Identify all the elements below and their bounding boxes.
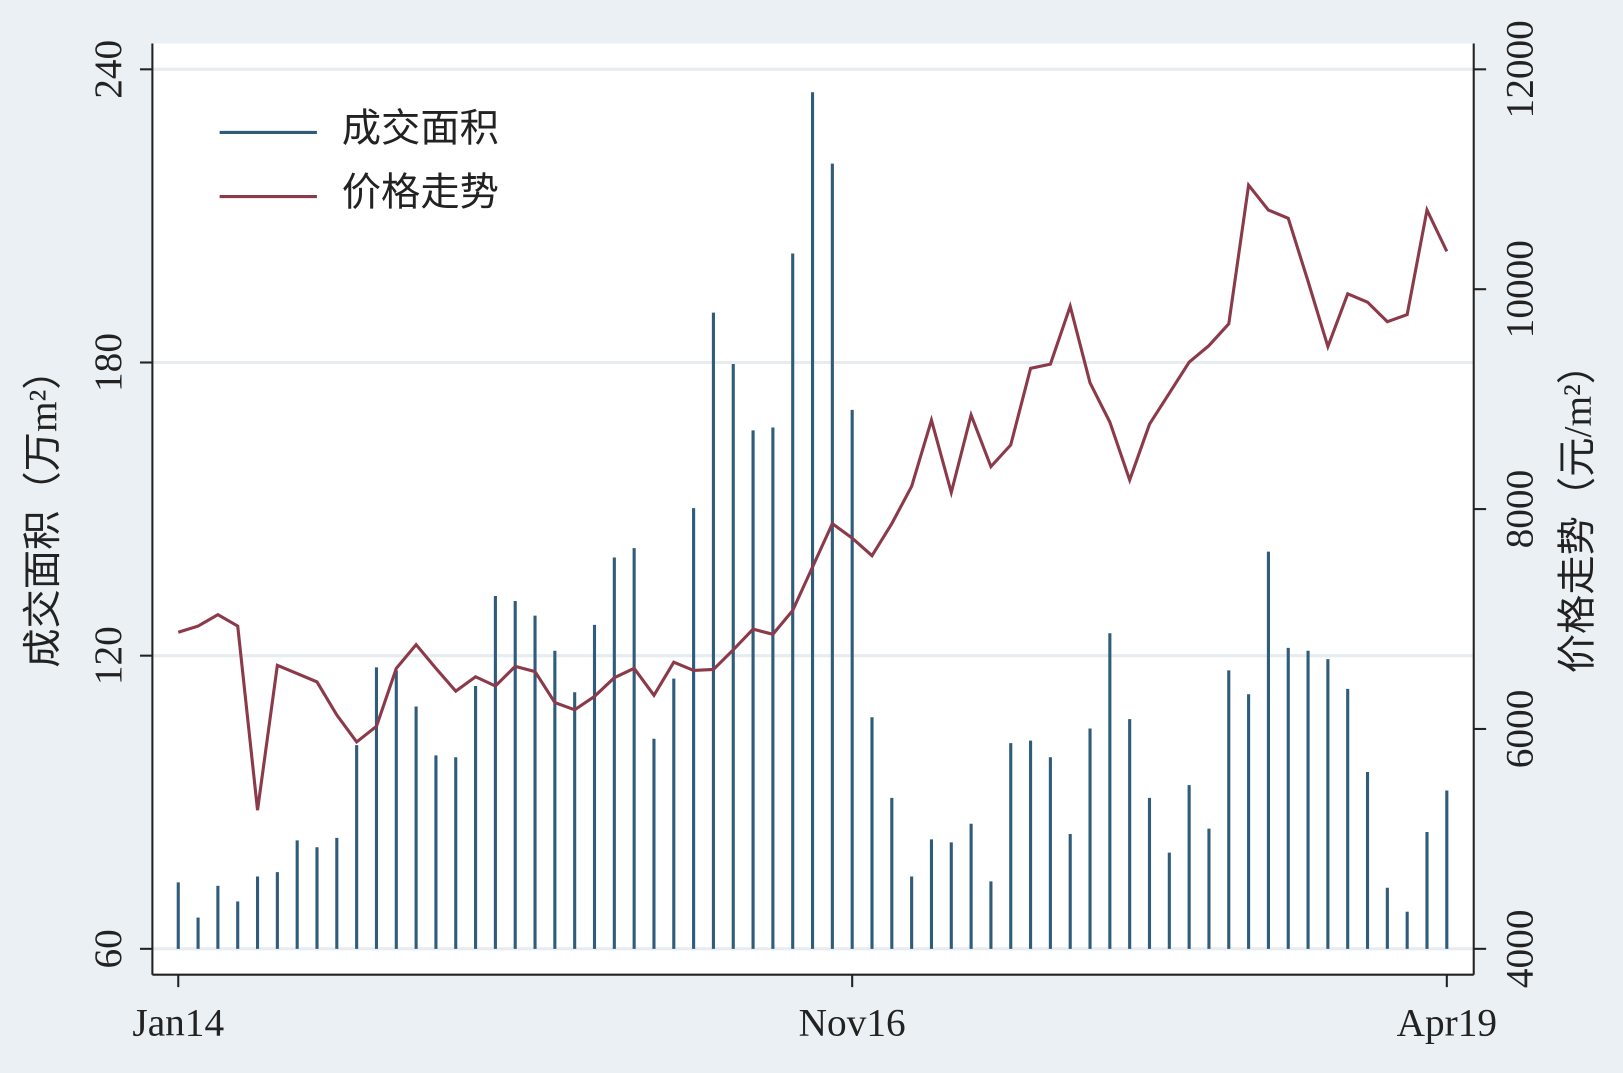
y-tick-label: 180 xyxy=(86,333,130,392)
marks xyxy=(176,92,1449,949)
y2-tick-label: 6000 xyxy=(1497,690,1541,769)
legend-label: 成交面积 xyxy=(342,106,499,150)
y-tick-label: 120 xyxy=(86,626,130,685)
y-tick-label: 60 xyxy=(86,929,130,968)
y2-tick-label: 4000 xyxy=(1497,910,1541,989)
x-tick-label: Nov16 xyxy=(799,1000,906,1044)
y2-tick-label: 12000 xyxy=(1497,20,1541,118)
y2-tick-label: 10000 xyxy=(1497,240,1541,338)
y-axis-title: 成交面积（万m²） xyxy=(21,350,65,667)
y-tick-label: 240 xyxy=(86,40,130,99)
x-tick-label: Apr19 xyxy=(1397,1000,1497,1044)
line xyxy=(177,181,1449,811)
y2-tick-label: 8000 xyxy=(1497,470,1541,549)
legend-label: 价格走势 xyxy=(342,171,499,215)
y2-axis-title: 价格走势（元/m²） xyxy=(1555,345,1599,673)
x-tick-label: Jan14 xyxy=(132,1000,224,1044)
